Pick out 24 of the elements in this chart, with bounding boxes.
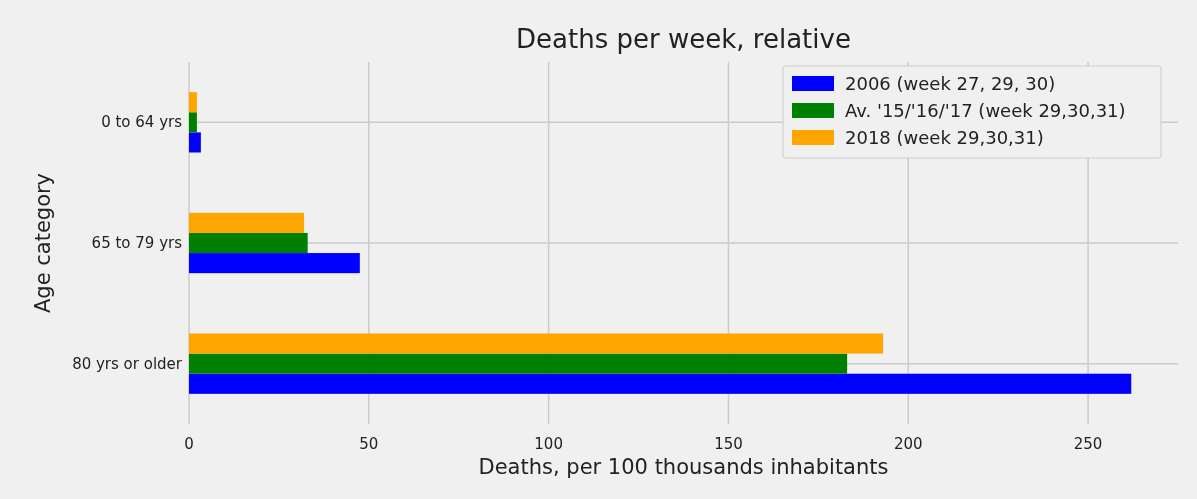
x-tick-label: 250: [1073, 435, 1103, 453]
x-tick-label: 100: [534, 435, 563, 453]
bar: [189, 212, 305, 233]
x-tick-label: 0: [184, 435, 194, 453]
chart-title: Deaths per week, relative: [516, 24, 851, 54]
bar: [189, 333, 884, 354]
x-axis-title: Deaths, per 100 thousands inhabitants: [478, 455, 889, 479]
bar: [189, 373, 1132, 394]
legend-label: 2006 (week 27, 29, 30): [845, 73, 1056, 94]
bar: [189, 232, 308, 254]
y-axis-title: Age category: [31, 172, 55, 314]
bar: [189, 112, 197, 133]
bar: [189, 92, 197, 113]
y-tick-label: 65 to 79 yrs: [91, 234, 183, 252]
bar: [189, 353, 848, 374]
y-tick-label: 0 to 64 yrs: [101, 113, 183, 132]
legend-label: Av. '15/'16/'17 (week 29,30,31): [845, 100, 1126, 121]
x-tick-label: 50: [359, 435, 379, 453]
bar: [189, 132, 201, 153]
x-tick-label: 200: [893, 435, 923, 453]
bar: [189, 253, 360, 274]
y-tick-label: 80 yrs or older: [72, 354, 183, 373]
x-tick-label: 150: [714, 435, 743, 453]
legend-label: 2018 (week 29,30,31): [845, 127, 1044, 148]
